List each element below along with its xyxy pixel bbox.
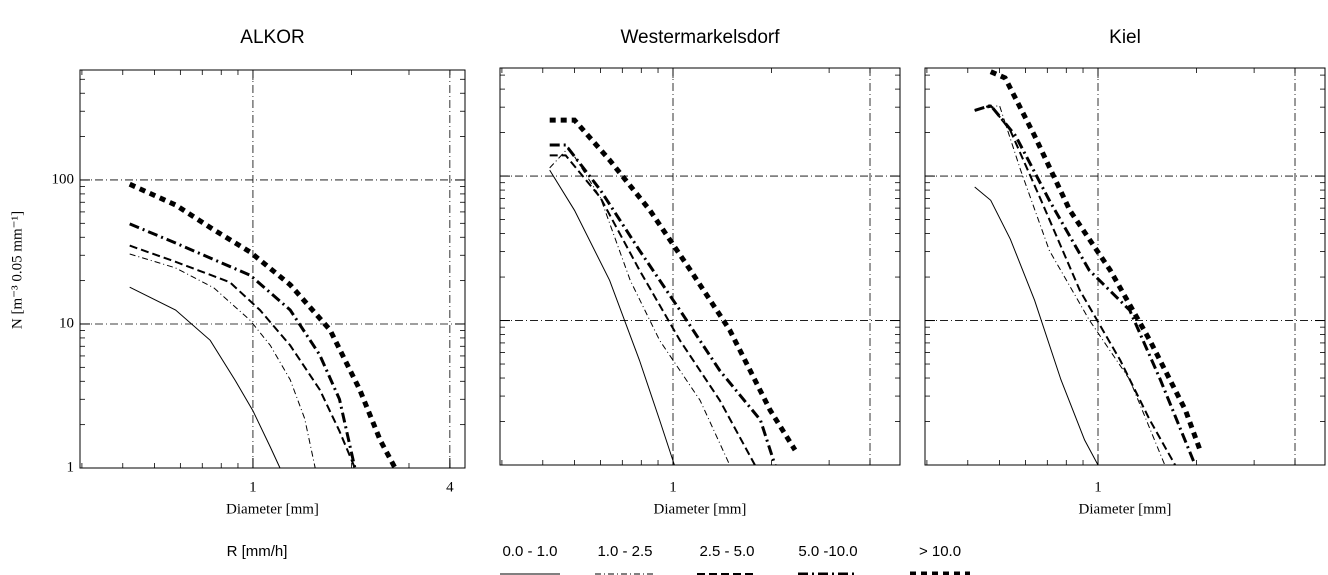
data-line bbox=[974, 103, 1197, 466]
data-line bbox=[974, 104, 1166, 466]
data-line bbox=[549, 154, 756, 466]
x-tick-label: 4 bbox=[446, 479, 454, 495]
legend-label: 1.0 - 2.5 bbox=[597, 543, 652, 560]
plot-frame bbox=[79, 69, 466, 469]
data-line bbox=[129, 286, 281, 469]
x-tick-label: 1 bbox=[249, 479, 257, 495]
data-line bbox=[549, 143, 777, 466]
x-tick-label: 1 bbox=[669, 479, 677, 495]
legend-label: 0.0 - 1.0 bbox=[502, 543, 557, 560]
plot-frame bbox=[499, 67, 901, 466]
data-line bbox=[974, 104, 1176, 466]
data-line bbox=[129, 244, 356, 469]
data-line bbox=[128, 181, 398, 470]
panel-title: Westermarkelsdorf bbox=[620, 27, 780, 48]
data-line bbox=[549, 117, 798, 452]
y-tick-label: 1 bbox=[67, 459, 75, 475]
y-tick-label: 10 bbox=[59, 315, 74, 331]
x-tick-label: 1 bbox=[1094, 479, 1102, 495]
data-line bbox=[129, 253, 316, 469]
legend-label: 2.5 - 5.0 bbox=[699, 543, 754, 560]
x-axis-label: Diameter [mm] bbox=[226, 501, 319, 517]
legend-label: 5.0 -10.0 bbox=[798, 543, 857, 560]
data-line bbox=[549, 169, 675, 466]
legend-label: > 10.0 bbox=[919, 543, 961, 560]
plot-frame bbox=[924, 67, 1326, 466]
panel-title: ALKOR bbox=[240, 27, 304, 48]
y-tick-label: 100 bbox=[52, 171, 75, 187]
panel-title: Kiel bbox=[1109, 27, 1141, 48]
data-line bbox=[974, 186, 1099, 466]
y-axis-label: N [m⁻³ 0.05 mm⁻¹] bbox=[9, 211, 25, 329]
x-axis-label: Diameter [mm] bbox=[654, 501, 747, 517]
x-axis-label: Diameter [mm] bbox=[1079, 501, 1172, 517]
data-line bbox=[549, 146, 731, 466]
legend-title: R [mm/h] bbox=[227, 543, 288, 560]
data-line bbox=[989, 69, 1203, 451]
data-line bbox=[129, 222, 357, 469]
